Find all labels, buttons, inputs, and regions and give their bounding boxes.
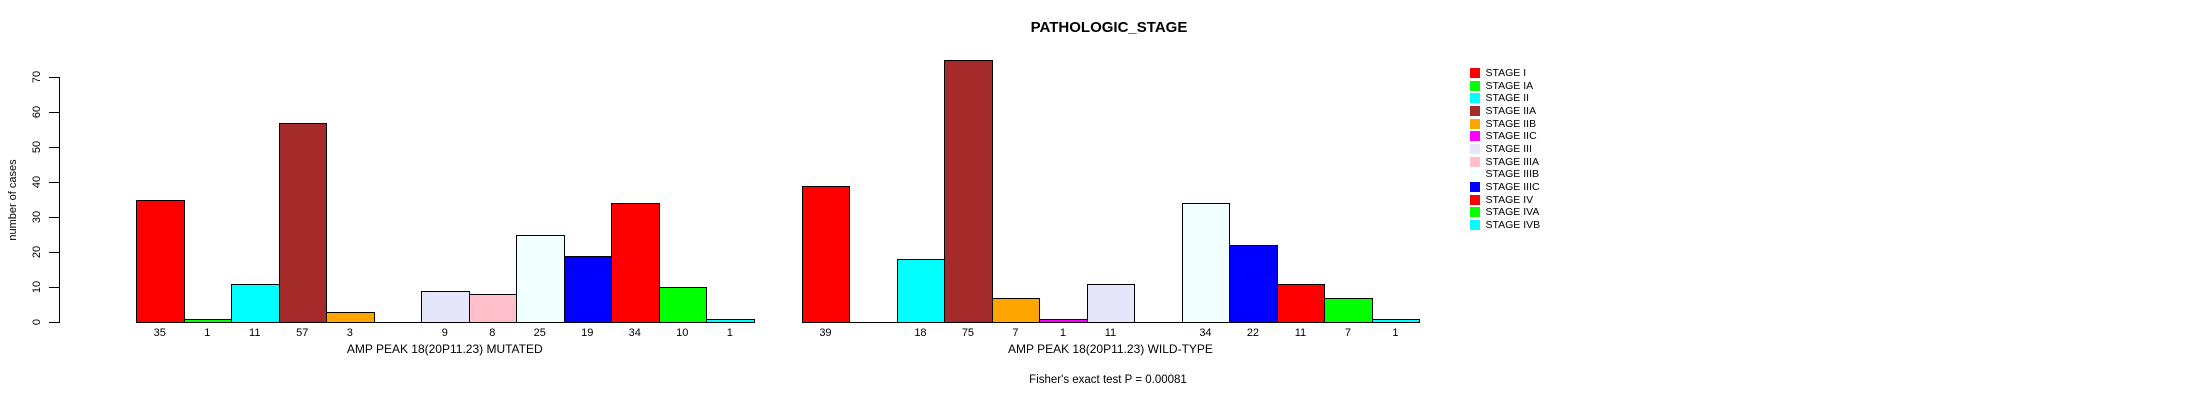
bar-value-label: 3 [346, 326, 353, 339]
bar-value-label: 7 [1344, 326, 1351, 339]
bar-stage-i [136, 199, 185, 323]
bar-value-label: 1 [204, 326, 211, 339]
legend-swatch-stage-i [1470, 68, 1480, 78]
legend-label-stage-iii: STAGE III [1485, 142, 1532, 155]
legend-swatch-stage-ivb [1470, 219, 1480, 230]
bar-value-label: 22 [1246, 326, 1260, 339]
chart-title: PATHOLOGIC_STAGE [1030, 19, 1188, 36]
legend-swatch-stage-ia [1470, 80, 1480, 91]
legend-label-stage-i: STAGE I [1485, 67, 1527, 79]
bar-value-label: 1 [1392, 326, 1399, 339]
bar-value-label: 11 [1294, 326, 1307, 339]
bar-stage-iiib [516, 234, 565, 323]
y-axis-tick [48, 147, 59, 148]
bar-value-label: 18 [914, 326, 927, 339]
bar-value-label: 1 [726, 326, 733, 339]
legend-label-stage-ii: STAGE II [1485, 92, 1530, 105]
y-axis-tick [48, 182, 59, 183]
panel-x-axis-title: AMP PEAK 18(20P11.23) MUTATED [346, 342, 543, 356]
bar-value-label: 8 [489, 326, 496, 339]
bar-value-label: 9 [441, 326, 448, 339]
legend-swatch-stage-iia [1470, 105, 1480, 116]
legend-label-stage-iv: STAGE IV [1485, 193, 1534, 206]
legend-label-stage-iic: STAGE IIC [1485, 130, 1537, 143]
legend-swatch-stage-iiib [1470, 169, 1480, 180]
legend-label-stage-iiib: STAGE IIIB [1485, 168, 1539, 181]
y-axis-tick [48, 322, 59, 323]
bar-value-label: 35 [153, 326, 166, 339]
bar-stage-iii [421, 290, 470, 323]
bar-value-label: 10 [676, 326, 689, 339]
legend-swatch-stage-iva [1470, 207, 1480, 218]
y-axis-tick [48, 217, 59, 218]
bar-stage-iii [1086, 283, 1136, 323]
y-axis-tick [48, 252, 59, 253]
bar-value-label: 7 [1012, 326, 1019, 339]
bar-stage-iib [326, 311, 375, 323]
bar-value-label: 34 [628, 326, 641, 339]
legend-swatch-stage-iiic [1470, 181, 1480, 192]
bar-stage-iia [278, 122, 327, 323]
legend-swatch-stage-iiia [1470, 156, 1480, 167]
legend-swatch-stage-iic [1470, 131, 1480, 142]
bar-stage-iiic [563, 255, 612, 323]
bar-value-label: 34 [1199, 326, 1212, 339]
bar-value-label: 19 [581, 326, 594, 339]
legend-swatch-stage-iii [1470, 143, 1480, 154]
legend-label-stage-iia: STAGE IIA [1485, 104, 1537, 117]
bar-stage-i [801, 185, 851, 323]
legend-label-stage-ivb: STAGE IVB [1485, 218, 1541, 231]
bar-value-label: 57 [296, 326, 309, 339]
bar-stage-iv [1276, 283, 1326, 323]
legend-label-stage-iib: STAGE IIB [1485, 117, 1537, 130]
bar-stage-iiia [468, 294, 517, 323]
bar-stage-iia [944, 59, 993, 323]
bar-stage-ivb [1371, 318, 1421, 323]
y-axis-tick [48, 112, 59, 113]
bar-value-label: 75 [961, 326, 975, 339]
bar-value-label: 11 [249, 326, 261, 339]
bar-stage-iib [991, 297, 1041, 323]
legend-swatch-stage-iv [1470, 194, 1480, 205]
y-axis-line [59, 77, 60, 323]
bar-stage-iv [611, 203, 660, 323]
bar-stage-ii [231, 283, 280, 323]
bar-stage-ivb [706, 318, 755, 323]
legend-label-stage-iiia: STAGE IIIA [1485, 155, 1539, 168]
bar-value-label: 25 [533, 326, 546, 339]
y-axis-tick [48, 287, 59, 288]
bar-value-label: 1 [1059, 326, 1066, 339]
legend-label-stage-iiic: STAGE IIIC [1485, 180, 1540, 193]
legend-label-stage-iva: STAGE IVA [1485, 206, 1540, 219]
bar-value-label: 11 [1104, 326, 1117, 339]
bar-stage-iiib [1181, 203, 1231, 323]
y-axis-tick [48, 77, 59, 78]
panel-x-axis-title: AMP PEAK 18(20P11.23) WILD-TYPE [1007, 342, 1213, 356]
bar-value-label: 39 [819, 326, 832, 339]
bar-stage-iva [658, 287, 707, 323]
legend-swatch-stage-iib [1470, 118, 1480, 129]
bar-stage-iiic [1229, 245, 1278, 323]
bar-stage-iva [1324, 297, 1373, 323]
legend-swatch-stage-ii [1470, 93, 1480, 104]
legend-label-stage-ia: STAGE IA [1485, 79, 1534, 92]
fisher-test-annotation: Fisher's exact test P = 0.00081 [1029, 374, 1187, 386]
